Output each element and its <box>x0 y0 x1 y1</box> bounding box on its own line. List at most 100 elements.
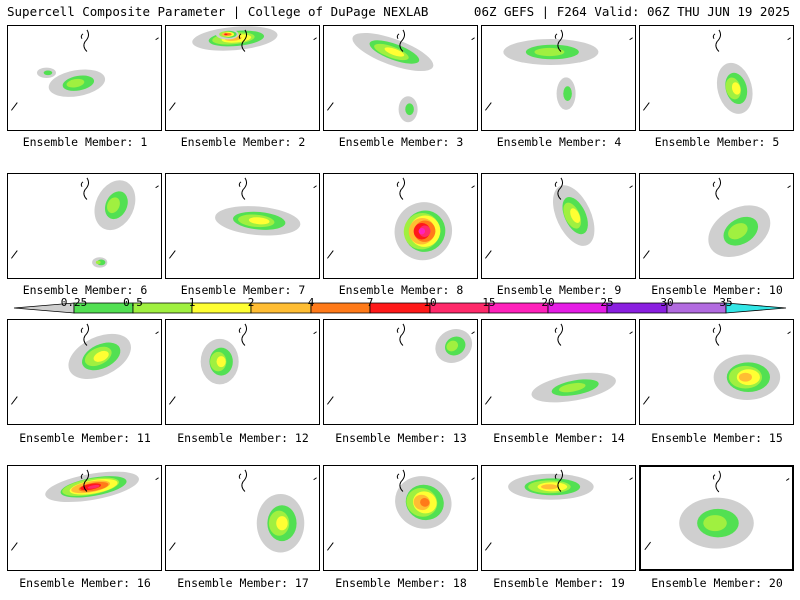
scp-contour <box>446 340 459 352</box>
scp-contour <box>107 197 120 214</box>
lake-michigan-outline <box>554 177 564 200</box>
colorbar-segment <box>369 302 431 314</box>
scp-contour <box>95 260 101 265</box>
coastline-outline <box>643 331 791 405</box>
ensemble-member-map <box>639 25 794 131</box>
scp-contour <box>87 484 100 489</box>
scp-contour <box>541 484 558 490</box>
lake-michigan-outline <box>238 29 248 52</box>
lake-michigan-outline <box>80 469 90 492</box>
ensemble-member-map <box>639 465 794 571</box>
ensemble-member-label: Ensemble Member: 15 <box>651 431 783 445</box>
page-title: Supercell Composite Parameter | College … <box>7 4 429 19</box>
coastline-outline <box>327 477 475 551</box>
lake-michigan-outline <box>396 177 406 200</box>
colorbar-tick-label: 20 <box>541 296 555 309</box>
coastline-outline <box>11 477 159 551</box>
coastline-outline <box>327 37 475 111</box>
coastline-outline <box>11 185 159 259</box>
scp-contour <box>224 33 228 36</box>
colorbar-segment <box>725 302 787 314</box>
lake-michigan-outline <box>712 29 722 52</box>
scp-field <box>327 29 475 123</box>
colorbar-tick-label: 2 <box>247 296 255 309</box>
ensemble-member-label: Ensemble Member: 9 <box>496 283 622 297</box>
scp-contour <box>703 515 727 532</box>
scp-contour <box>66 78 85 88</box>
scp-contour <box>93 350 109 362</box>
scp-field <box>327 323 475 405</box>
scp-field <box>169 177 317 259</box>
scp-field <box>485 177 633 259</box>
run-valid-time: 06Z GEFS | F264 Valid: 06Z THU JUN 19 20… <box>473 4 790 19</box>
colorbar-segment <box>250 302 312 314</box>
ensemble-member-map <box>165 465 320 571</box>
scp-field <box>485 469 633 551</box>
ensemble-member-label: Ensemble Member: 14 <box>493 431 625 445</box>
ensemble-member-map <box>165 319 320 425</box>
coastline-outline <box>327 185 475 259</box>
ensemble-member-label: Ensemble Member: 4 <box>496 135 622 149</box>
lake-michigan-outline <box>80 323 90 346</box>
ensemble-member-map <box>323 173 478 279</box>
scp-field <box>11 323 159 405</box>
coastline-outline <box>169 477 317 551</box>
ensemble-member-label: Ensemble Member: 12 <box>177 431 309 445</box>
scp-contour <box>563 86 572 101</box>
colorbar-tick-label: 4 <box>307 296 315 309</box>
ensemble-member-map <box>7 465 162 571</box>
ensemble-member-label: Ensemble Member: 8 <box>338 283 464 297</box>
ensemble-member-map <box>639 173 794 279</box>
scp-field <box>485 323 633 405</box>
coastline-outline <box>11 331 159 405</box>
ensemble-member-label: Ensemble Member: 5 <box>654 135 780 149</box>
ensemble-member-label: Ensemble Member: 10 <box>651 283 783 297</box>
ensemble-member-map <box>323 25 478 131</box>
ensemble-member-map <box>7 319 162 425</box>
colorbar-tick-label: 0.25 <box>60 296 88 309</box>
ensemble-member-map <box>481 173 636 279</box>
lake-michigan-outline <box>554 469 564 492</box>
colorbar-segment <box>429 302 490 314</box>
lake-michigan-outline <box>80 177 90 200</box>
colorbar-segment <box>547 302 608 314</box>
scp-contour <box>731 82 741 95</box>
ensemble-member-map <box>639 319 794 425</box>
lake-michigan-outline <box>238 177 248 200</box>
scp-contour <box>420 498 430 507</box>
colorbar <box>13 302 787 314</box>
ensemble-member-map <box>481 25 636 131</box>
ensemble-member-label: Ensemble Member: 1 <box>22 135 148 149</box>
scp-field <box>327 469 475 551</box>
scp-contour <box>43 70 53 76</box>
lake-michigan-outline <box>396 29 406 52</box>
lake-michigan-outline <box>396 323 406 346</box>
scp-contour <box>418 227 426 235</box>
coastline-outline <box>327 331 475 405</box>
ensemble-member-label: Ensemble Member: 7 <box>180 283 306 297</box>
coastline-outline <box>169 185 317 259</box>
scp-contour <box>225 33 232 36</box>
coastline-outline <box>11 37 159 111</box>
colorbar-segment <box>310 302 371 314</box>
ensemble-member-label: Ensemble Member: 2 <box>180 135 306 149</box>
scp-contour <box>728 223 748 240</box>
ensemble-member-label: Ensemble Member: 17 <box>177 576 309 590</box>
lake-michigan-outline <box>554 323 564 346</box>
coastline-outline <box>644 478 790 551</box>
scp-contour <box>384 47 405 57</box>
scp-contour <box>570 208 581 223</box>
colorbar-segment <box>191 302 252 314</box>
colorbar-tick-label: 30 <box>660 296 674 309</box>
ensemble-member-label: Ensemble Member: 20 <box>651 576 783 590</box>
lake-michigan-outline <box>554 29 564 52</box>
scp-contour <box>558 382 586 393</box>
scp-field <box>643 29 791 114</box>
ensemble-member-map <box>481 465 636 571</box>
scp-field <box>327 177 475 261</box>
scp-field <box>11 177 159 268</box>
lake-michigan-outline <box>712 323 722 346</box>
coastline-outline <box>643 37 791 111</box>
scp-field <box>643 323 791 405</box>
colorbar-tick-label: 7 <box>366 296 374 309</box>
